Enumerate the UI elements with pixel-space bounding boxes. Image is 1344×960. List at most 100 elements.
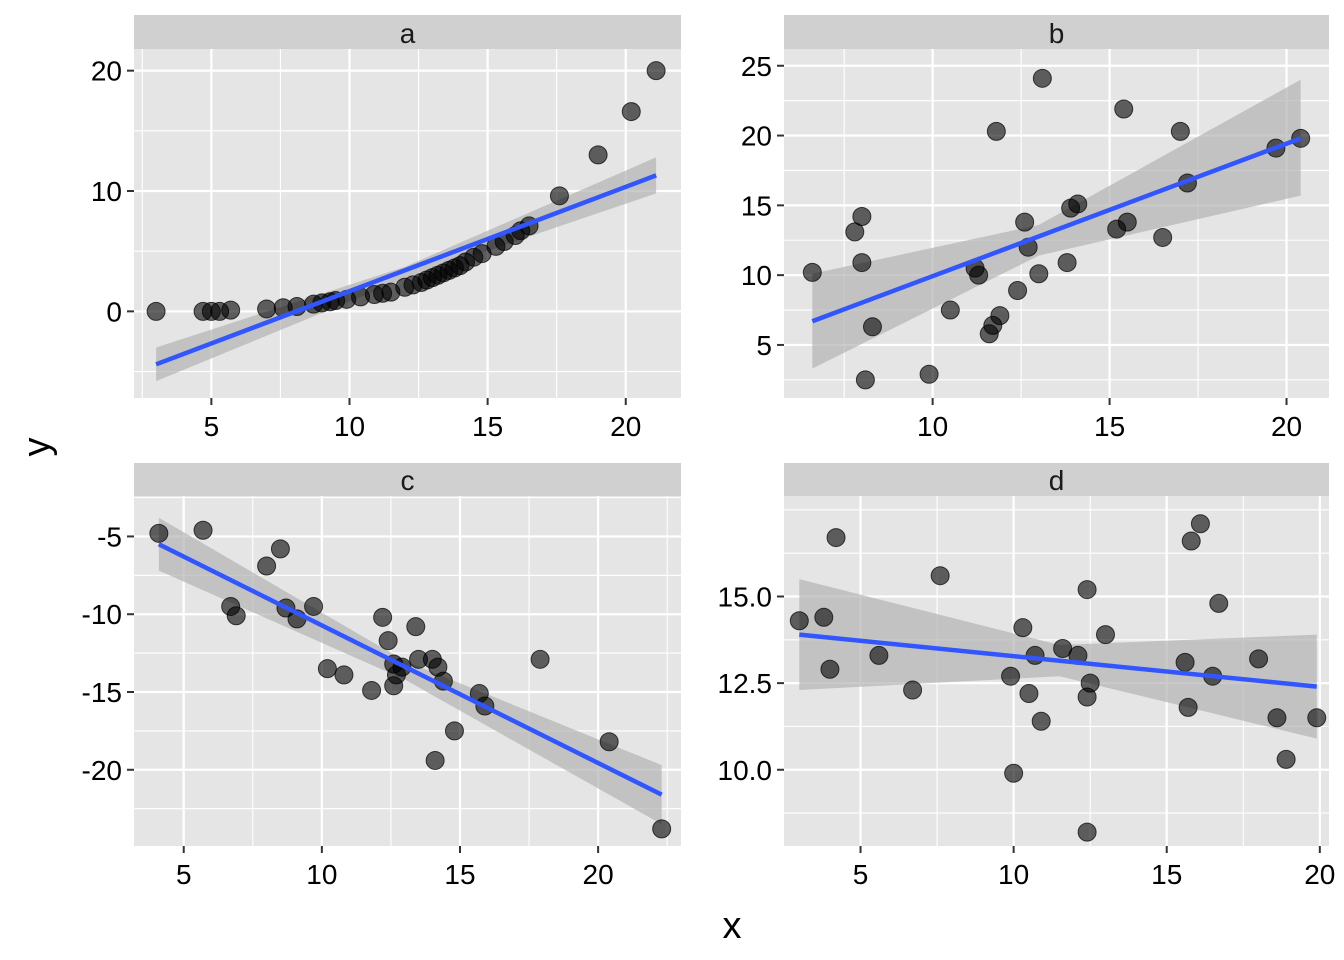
- data-point: [226, 606, 246, 626]
- data-point: [1029, 264, 1049, 284]
- confidence-ribbon: [812, 79, 1301, 369]
- data-point: [852, 207, 872, 227]
- y-axis-title: y: [16, 438, 58, 457]
- data-point: [862, 317, 882, 337]
- facet-panel-b: b 10 15 20 5 10 15 20 25: [741, 15, 1329, 442]
- data-point: [257, 299, 277, 319]
- facet-panel-c: c 5 10 15 20 -5 -10 -15 -20: [82, 463, 681, 890]
- regression-line: [155, 173, 657, 367]
- y-tick-label: 12.5: [718, 668, 773, 699]
- data-point: [1077, 580, 1097, 600]
- data-point: [1004, 763, 1024, 783]
- y-tick-label: 20: [91, 56, 122, 87]
- data-point: [1209, 593, 1229, 613]
- data-point: [549, 186, 569, 206]
- x-tick-label: 20: [1271, 411, 1302, 442]
- y-tick-label: 15: [741, 190, 772, 221]
- data-point: [1013, 618, 1033, 638]
- x-tick-label: 10: [998, 859, 1029, 890]
- data-point: [1153, 227, 1173, 247]
- panel-content: [789, 514, 1327, 842]
- regression-line: [799, 632, 1317, 689]
- data-point: [1114, 99, 1134, 119]
- data-point: [444, 721, 464, 741]
- x-tick-label: 15: [444, 859, 475, 890]
- y-tick-label: -10: [82, 599, 122, 630]
- data-point: [1031, 711, 1051, 731]
- facet-strip: [134, 463, 681, 496]
- data-point: [969, 265, 989, 285]
- data-point: [820, 659, 840, 679]
- y-tick-label: 10: [91, 176, 122, 207]
- data-point: [530, 649, 550, 669]
- data-point: [1015, 212, 1035, 232]
- y-tick-label: 10.0: [718, 755, 773, 786]
- data-point: [378, 631, 398, 651]
- data-point: [986, 121, 1006, 141]
- y-tick-label: 25: [741, 51, 772, 82]
- x-tick-label: 10: [334, 411, 365, 442]
- data-point: [406, 617, 426, 637]
- data-point: [257, 556, 277, 576]
- facet-strip: [134, 15, 681, 49]
- data-point: [193, 520, 213, 540]
- data-point: [845, 222, 865, 242]
- data-point: [652, 819, 672, 839]
- data-point: [1117, 212, 1137, 232]
- data-point: [802, 262, 822, 282]
- data-point: [362, 680, 382, 700]
- panel-content: [802, 68, 1311, 390]
- data-point: [621, 102, 641, 122]
- facet-strip-label: c: [401, 465, 415, 496]
- y-tick-label: -5: [97, 521, 122, 552]
- facet-strip-label: b: [1049, 18, 1065, 49]
- x-tick-label: 20: [610, 411, 641, 442]
- x-tick-label: 10: [917, 411, 948, 442]
- data-point: [789, 611, 809, 631]
- data-point: [852, 253, 872, 273]
- data-point: [317, 659, 337, 679]
- facet-strip: [784, 15, 1329, 49]
- x-tick-label: 15: [1094, 411, 1125, 442]
- x-tick-label: 5: [176, 859, 192, 890]
- data-point: [1276, 749, 1296, 769]
- data-point: [990, 306, 1010, 326]
- data-point: [826, 528, 846, 548]
- data-point: [1178, 697, 1198, 717]
- regression-line: [811, 136, 1302, 324]
- data-point: [1190, 514, 1210, 534]
- data-point: [646, 61, 666, 81]
- facet-strip-label: d: [1049, 465, 1065, 496]
- data-point: [919, 364, 939, 384]
- data-point: [304, 596, 324, 616]
- data-point: [869, 645, 889, 665]
- x-tick-label: 15: [1151, 859, 1182, 890]
- facet-panel-a: a 5 10 15 20 0 10 20: [91, 15, 681, 442]
- data-point: [425, 750, 445, 770]
- data-point: [1001, 666, 1021, 686]
- data-point: [334, 665, 354, 685]
- data-point: [1181, 531, 1201, 551]
- data-point: [1068, 194, 1088, 214]
- facet-panels: a 5 10 15 20 0 10 20 b 10 15 20 5 10 15 20 25 c 5 10 15 20 -5 -…: [82, 15, 1335, 890]
- x-tick-label: 15: [472, 411, 503, 442]
- data-point: [1267, 708, 1287, 728]
- data-point: [1057, 253, 1077, 273]
- y-tick-label: 10: [741, 260, 772, 291]
- data-point: [1032, 68, 1052, 88]
- y-tick-label: -20: [82, 755, 122, 786]
- data-point: [814, 607, 834, 627]
- data-point: [855, 370, 875, 390]
- x-tick-label: 5: [204, 411, 220, 442]
- facet-strip: [784, 463, 1329, 496]
- data-point: [1008, 281, 1028, 301]
- facet-panel-d: d 5 10 15 20 10.0 12.5 15.0: [718, 463, 1335, 890]
- x-tick-label: 20: [1304, 859, 1335, 890]
- x-tick-label: 20: [583, 859, 614, 890]
- data-point: [1307, 708, 1327, 728]
- data-point: [1077, 822, 1097, 842]
- data-point: [221, 300, 241, 320]
- y-tick-label: 0: [106, 296, 122, 327]
- data-point: [1019, 684, 1039, 704]
- data-point: [903, 680, 923, 700]
